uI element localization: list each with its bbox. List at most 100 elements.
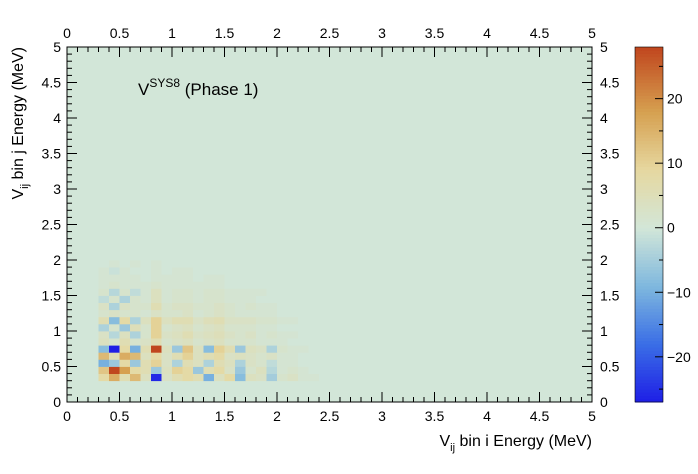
heatmap-cell — [319, 338, 330, 346]
heatmap-cell — [182, 231, 194, 240]
heatmap-cell — [130, 366, 141, 374]
heatmap-cell — [203, 252, 215, 261]
color-scale-segment — [635, 150, 663, 155]
heatmap-cell — [287, 245, 299, 254]
heatmap-cell — [245, 345, 257, 353]
color-scale-segment — [635, 166, 663, 171]
y-right-tick-label: 2 — [600, 252, 608, 268]
heatmap-cell — [235, 231, 246, 240]
color-scale-segment — [635, 118, 663, 122]
heatmap-cell — [308, 245, 320, 254]
y-right-tick-label: 3.5 — [600, 146, 620, 162]
heatmap-cell — [193, 238, 204, 247]
heatmap-cell — [151, 338, 162, 346]
heatmap-cell — [130, 231, 141, 240]
heatmap-cell — [172, 323, 183, 332]
heatmap-cell — [245, 302, 257, 311]
color-scale-segment — [635, 176, 663, 180]
heatmap-cell — [109, 302, 120, 311]
color-scale-segment — [635, 253, 663, 258]
heatmap-cell — [224, 224, 236, 232]
x-axis-label: Vij bin i Energy (MeV) — [440, 433, 593, 454]
heatmap-cell — [193, 323, 204, 332]
heatmap-cell — [151, 352, 162, 360]
heatmap-cell — [266, 323, 278, 332]
heatmap-cell — [277, 295, 288, 303]
heatmap-cell — [235, 267, 246, 275]
heatmap-cell — [203, 359, 215, 367]
heatmap-cells — [67, 47, 592, 402]
heatmap-cell — [298, 252, 309, 261]
heatmap-cell — [245, 281, 257, 289]
x-top-tick-label: 2.5 — [320, 25, 340, 41]
heatmap-cell — [245, 238, 257, 247]
heatmap-cell — [172, 274, 183, 282]
color-scale-segment — [635, 82, 663, 87]
heatmap-cell — [214, 231, 225, 240]
heatmap-cell — [277, 224, 288, 232]
heatmap-cell — [193, 345, 204, 353]
color-scale-segment — [635, 227, 663, 232]
y-right-tick-label: 4 — [600, 110, 608, 126]
matrix-annotation: VSYS8 (Phase 1) — [138, 76, 258, 99]
heatmap-cell — [119, 231, 131, 240]
color-scale-segment — [635, 331, 663, 335]
heatmap-cell — [182, 238, 194, 247]
heatmap-cell — [245, 267, 257, 275]
heatmap-cell — [161, 373, 173, 382]
heatmap-cell — [140, 231, 152, 240]
heatmap-cell — [140, 274, 152, 282]
heatmap-cell — [277, 323, 288, 332]
color-scale-tick-label: −10 — [667, 284, 691, 300]
heatmap-cell — [277, 267, 288, 275]
heatmap-cell — [109, 345, 120, 353]
x-tick-label: 4.5 — [530, 408, 550, 424]
heatmap-cell — [214, 238, 225, 247]
y-axis-label: Vij bin j Energy (MeV) — [10, 47, 31, 200]
x-axis-label-rest: bin i Energy (MeV) — [455, 433, 592, 450]
heatmap-cell — [182, 323, 194, 332]
color-scale-segment — [635, 240, 663, 245]
x-axis-label-main: V — [440, 433, 451, 450]
color-scale-segment — [635, 85, 663, 90]
x-tick-label: 0.5 — [110, 408, 130, 424]
heatmap-cell — [182, 366, 194, 374]
heatmap-cell — [287, 288, 299, 296]
heatmap-cell — [308, 316, 320, 325]
heatmap-cell — [266, 260, 278, 268]
heatmap-cell — [277, 274, 288, 282]
heatmap-cell — [151, 316, 162, 325]
heatmap-cell — [277, 316, 288, 325]
color-scale-segment — [635, 221, 663, 226]
heatmap-cell — [266, 316, 278, 325]
heatmap-cell — [214, 359, 225, 367]
heatmap-cell — [256, 231, 267, 240]
heatmap-cell — [256, 260, 267, 268]
heatmap-cell — [119, 309, 131, 318]
heatmap-cell — [319, 352, 330, 360]
heatmap-cell — [182, 288, 194, 296]
heatmap-cell — [109, 281, 120, 289]
color-scale-segment — [635, 379, 663, 384]
heatmap-cell — [140, 373, 152, 382]
y-axis-label-main: V — [10, 189, 27, 200]
heatmap-cell — [98, 274, 110, 282]
heatmap-cell — [182, 316, 194, 325]
heatmap-cell — [266, 352, 278, 360]
heatmap-cell — [151, 288, 162, 296]
heatmap-cell — [287, 373, 299, 382]
heatmap-cell — [245, 309, 257, 318]
heatmap-cell — [161, 338, 173, 346]
color-scale-segment — [635, 337, 663, 342]
color-scale-segment — [635, 382, 663, 387]
heatmap-cell — [214, 245, 225, 254]
color-scale-segment — [635, 56, 663, 61]
heatmap-cell — [214, 352, 225, 360]
heatmap-cell — [193, 281, 204, 289]
color-scale-segment — [635, 101, 663, 106]
heatmap-cell — [98, 260, 110, 268]
heatmap-cell — [298, 316, 309, 325]
heatmap-cell — [161, 302, 173, 311]
heatmap-cell — [172, 338, 183, 346]
heatmap-cell — [245, 288, 257, 296]
